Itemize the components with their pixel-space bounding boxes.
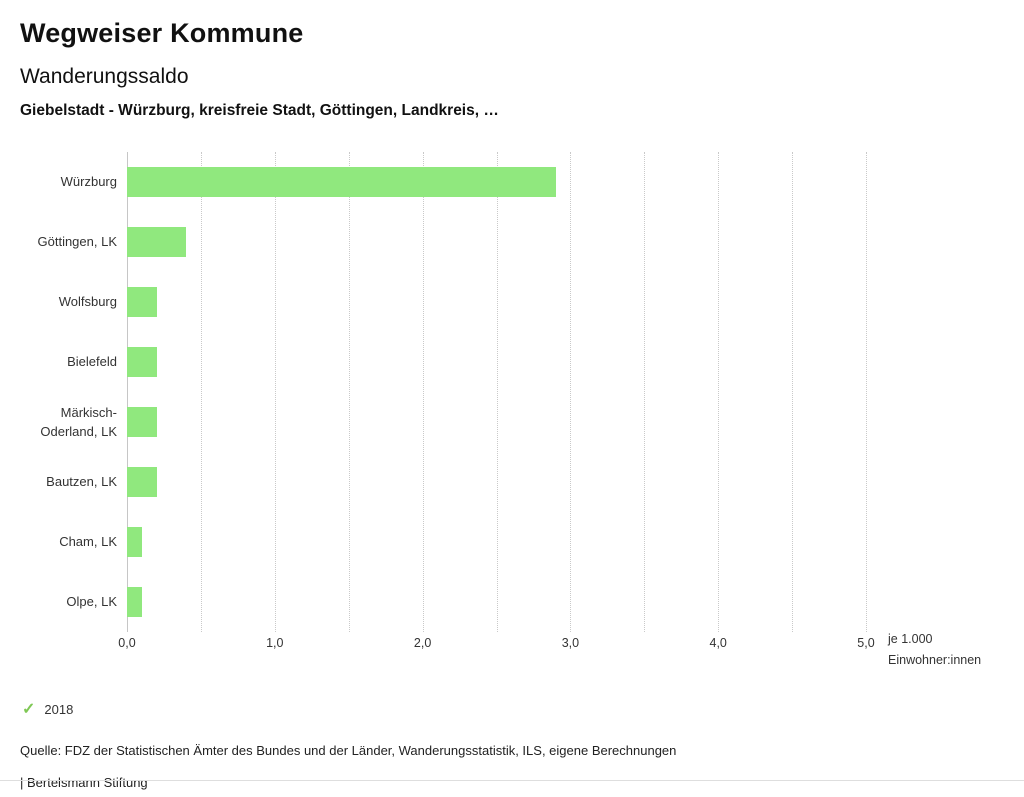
x-axis-tick-label: 0,0: [118, 636, 136, 650]
category-label: Bautzen, LK: [46, 474, 117, 490]
chart-row: Bautzen, LK: [20, 452, 1004, 512]
category-label: Märkisch-Oderland, LK: [40, 404, 117, 440]
category-label: Würzburg: [60, 174, 117, 190]
x-axis: 0,0 1,0 2,0 3,0 4,0 5,0 je 1.000 Einwohner:in…: [20, 632, 1004, 672]
bar[interactable]: [127, 167, 556, 197]
bar[interactable]: [127, 467, 157, 497]
chart-row: Olpe, LK: [20, 572, 1004, 632]
bar[interactable]: [127, 587, 142, 617]
x-axis-tick-label: 1,0: [266, 636, 284, 650]
x-axis-tick-label: 5,0: [857, 636, 875, 650]
category-label: Wolfsburg: [58, 294, 117, 310]
bar-chart: Würzburg Göttingen, LK Wolfsburg Bielefeld M…: [20, 152, 1004, 672]
chart-row: Göttingen, LK: [20, 212, 1004, 272]
chart-row: Würzburg: [20, 152, 1004, 212]
bar[interactable]: [127, 227, 187, 257]
legend-item-2018[interactable]: ✓ 2018: [20, 700, 1004, 718]
chart-row: Cham, LK: [20, 512, 1004, 572]
app-title: Wegweiser Kommune: [20, 18, 304, 48]
category-label: Göttingen, LK: [37, 234, 118, 250]
x-axis-ticks: 0,0 1,0 2,0 3,0 4,0 5,0: [118, 636, 874, 652]
legend-year-label: 2018: [44, 702, 74, 717]
bar[interactable]: [127, 287, 157, 317]
branding-text: | Bertelsmann Stiftung: [20, 774, 148, 790]
bottom-divider: [0, 780, 1024, 781]
source-note: Quelle: FDZ der Statistischen Ämter des …: [20, 742, 677, 758]
x-axis-tick-label: 2,0: [413, 636, 432, 650]
row-plot-area: [127, 392, 866, 452]
chart-subtitle: Giebelstadt - Würzburg, kreisfreie Stadt…: [20, 102, 499, 119]
x-axis-unit-label: je 1.000 Einwohner:innen: [888, 629, 981, 672]
chart-row: Märkisch-Oderland, LK: [20, 392, 1004, 452]
row-plot-area: [127, 452, 866, 512]
category-label: Olpe, LK: [66, 594, 117, 610]
row-plot-area: [127, 332, 866, 392]
bar[interactable]: [127, 527, 142, 557]
x-axis-unit-line1: je 1.000: [888, 632, 933, 646]
chart-title: Wanderungssaldo: [20, 65, 189, 88]
chart-rows: Würzburg Göttingen, LK Wolfsburg Bielefeld M…: [20, 152, 1004, 632]
x-axis-unit-line2: Einwohner:innen: [888, 653, 982, 668]
row-plot-area: [127, 152, 866, 212]
category-label: Bielefeld: [67, 354, 117, 370]
x-axis-tick-label: 3,0: [561, 636, 580, 650]
row-plot-area: [127, 272, 866, 332]
row-plot-area: [127, 512, 866, 572]
category-label: Cham, LK: [59, 534, 117, 550]
x-axis-tick-label: 4,0: [709, 636, 727, 650]
chart-row: Bielefeld: [20, 332, 1004, 392]
chart-row: Wolfsburg: [20, 272, 1004, 332]
bar[interactable]: [127, 347, 157, 377]
row-plot-area: [127, 212, 866, 272]
check-icon: ✓: [22, 700, 36, 718]
bar[interactable]: [127, 407, 157, 437]
row-plot-area: [127, 572, 866, 632]
